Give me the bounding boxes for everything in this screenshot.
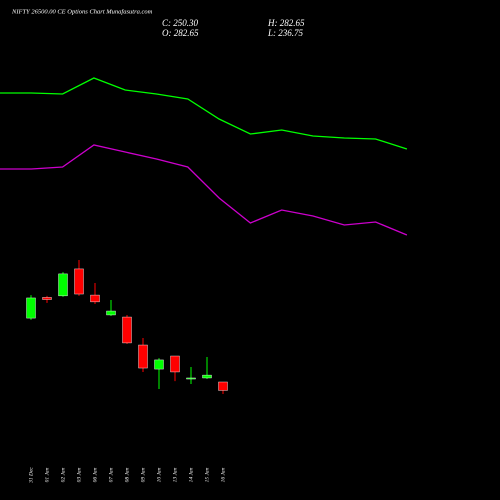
candle-body bbox=[26, 297, 36, 319]
candle-body bbox=[42, 297, 52, 300]
x-tick-label: 03 Jan bbox=[76, 467, 82, 482]
candle-body bbox=[58, 273, 68, 297]
x-tick-label: 16 Jan bbox=[220, 467, 226, 482]
candle-body bbox=[202, 374, 212, 379]
x-tick-label: 07 Jan bbox=[108, 467, 114, 482]
candle-body bbox=[122, 316, 132, 344]
candle-body bbox=[138, 344, 148, 369]
candle-body bbox=[154, 359, 164, 370]
x-tick-label: 02 Jan bbox=[60, 467, 66, 482]
candle-body bbox=[218, 381, 228, 391]
line-series bbox=[0, 77, 408, 150]
high-info: H: 282.65 bbox=[267, 18, 305, 28]
candle-body bbox=[90, 294, 100, 303]
candle-body bbox=[74, 268, 84, 295]
x-tick-label: 15 Jan bbox=[204, 467, 210, 482]
x-tick-label: 10 Jan bbox=[156, 467, 162, 482]
x-tick-label: 01 Jan bbox=[44, 467, 50, 482]
x-tick-label: 14 Jan bbox=[187, 467, 194, 482]
candle-body bbox=[170, 355, 180, 373]
low-info: L: 236.75 bbox=[267, 28, 304, 38]
x-tick-label: 13 Jan bbox=[172, 467, 178, 482]
candle-body bbox=[186, 377, 196, 380]
close-info: C: 250.30 bbox=[162, 18, 199, 28]
x-tick-label: 31 Dec bbox=[28, 467, 34, 484]
x-tick-label: 06 Jan bbox=[92, 467, 98, 482]
candle-body bbox=[106, 310, 116, 316]
chart-title: NIFTY 26500.00 CE Options Chart Munafasu… bbox=[11, 8, 153, 15]
x-tick-label: 09 Jan bbox=[140, 467, 146, 482]
line-series bbox=[0, 144, 408, 236]
x-tick-label: 08 Jan bbox=[124, 467, 130, 482]
open-info: O: 282.65 bbox=[162, 28, 199, 38]
